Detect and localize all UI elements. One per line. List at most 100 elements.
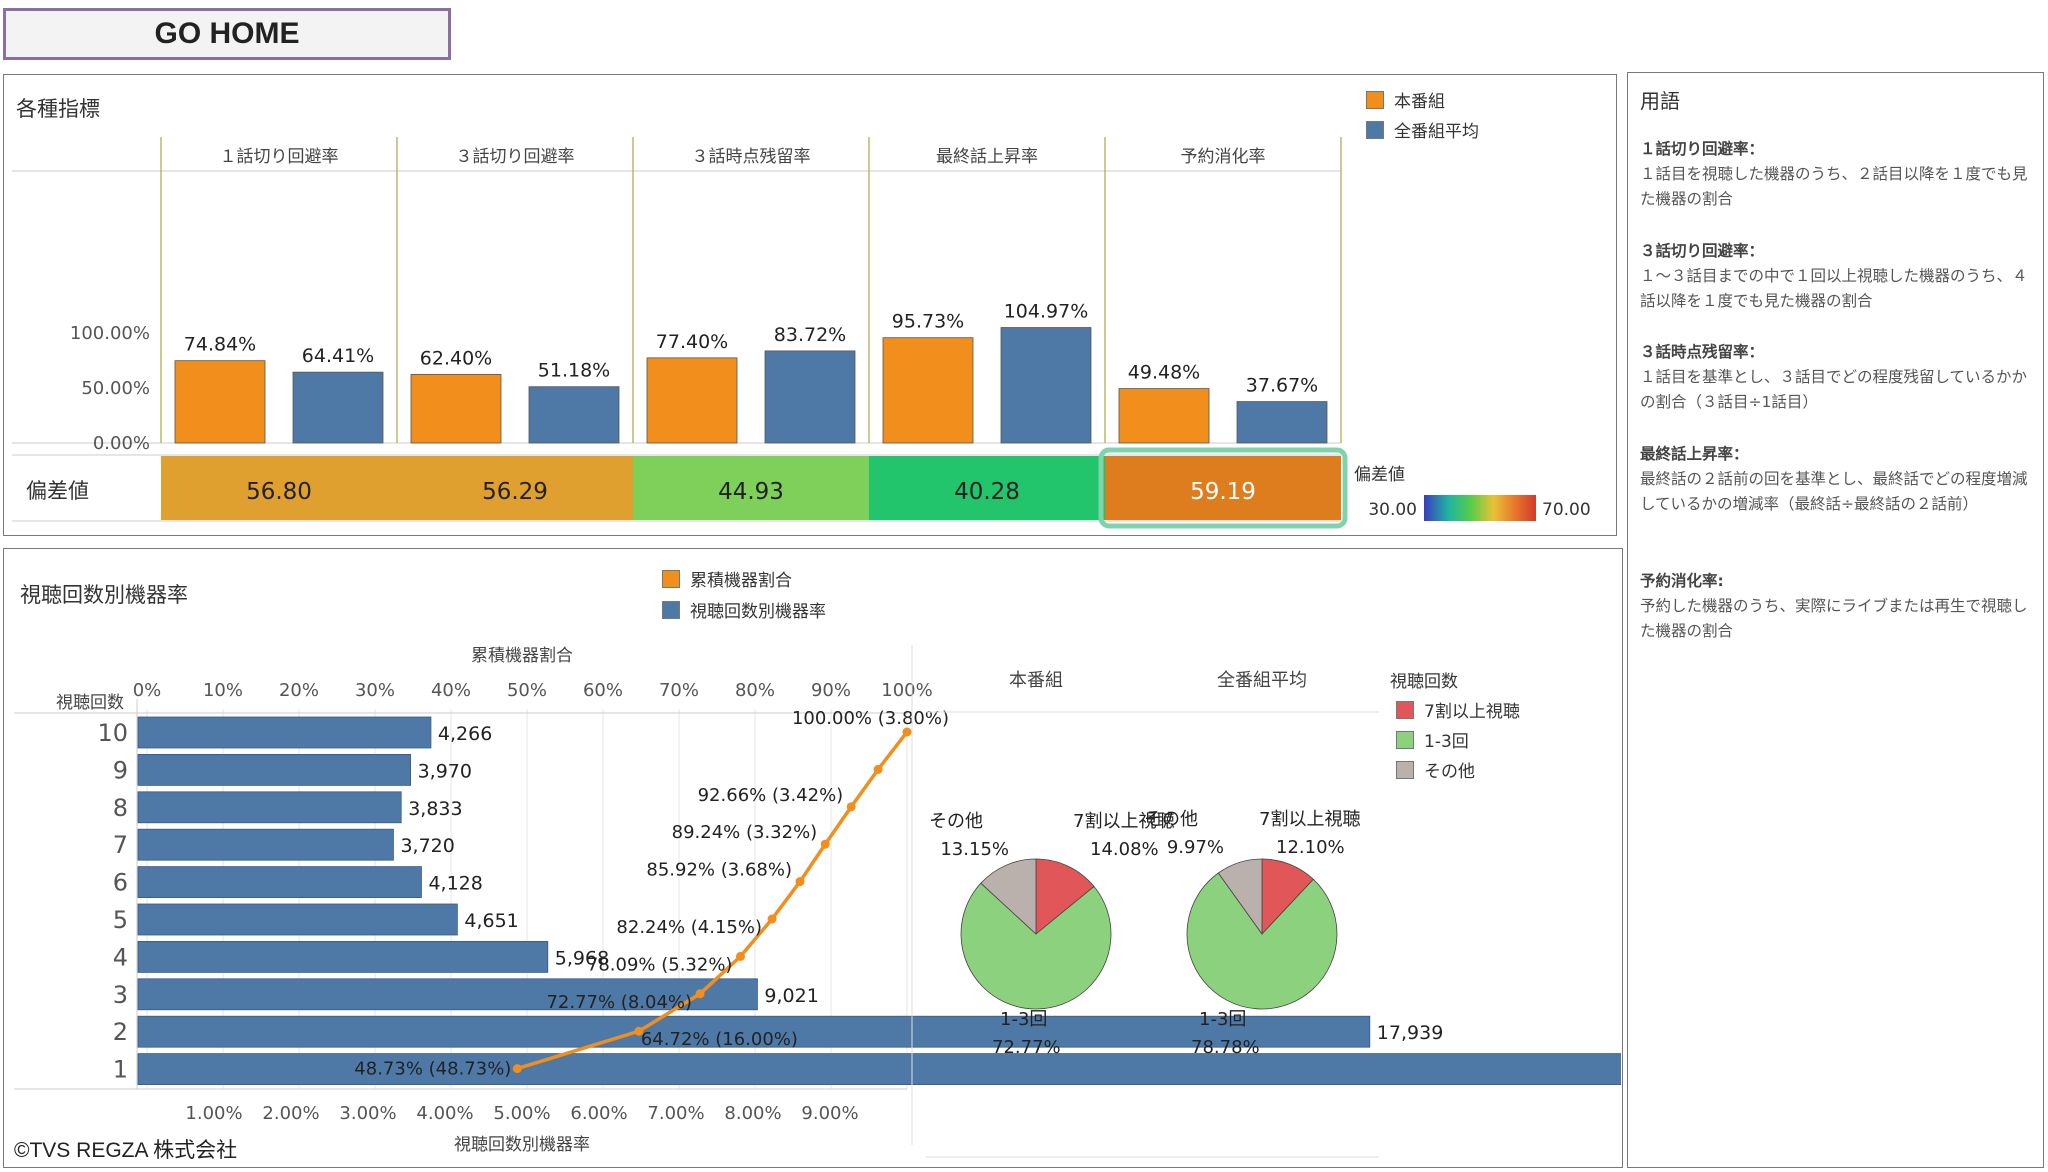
highlighted-deviation-outline [1098,447,1348,529]
deviation-cell [869,456,1105,520]
legend-label: 視聴回数別機器率 [690,602,826,622]
pie-slice [1217,858,1263,936]
y-tick-label: 100.00% [70,323,150,344]
pie-slice-name: 1-3回 [1000,1009,1047,1030]
pie-legend-title: 視聴回数 [1390,672,1458,692]
legend-item-device-rate[interactable]: 視聴回数別機器率 [662,597,826,622]
pie-slice-name: 7割以上視聴 [1259,809,1360,830]
top-axis-tick: 0% [133,680,162,701]
legend-label: 1-3回 [1424,732,1469,752]
cumulative-point-label: 82.24% (4.15%) [616,917,762,938]
cumulative-point-label: 72.77% (8.04%) [546,992,692,1013]
legend-swatch-orange [662,569,680,588]
copyright: ©TVS REGZA 株式会社 [14,1139,238,1162]
device-rate-bar [137,1053,1621,1086]
bottom-axis-tick: 9.00% [801,1103,858,1124]
cumulative-share-point [695,989,705,999]
term-description: １話目を視聴した機器のうち、２話目以降を１度でも見た機器の割合 [1640,165,2028,208]
legend-swatch-green [1396,730,1414,749]
pie-slice-name: 1-3回 [1199,1009,1246,1030]
term-name: １話切り回避率： [1640,140,1765,158]
pie-legend-item-other[interactable]: その他 [1396,757,1475,782]
row-axis-title: 視聴回数 [56,693,124,713]
legend-swatch-blue [1366,120,1384,139]
legend-swatch-orange [1366,90,1384,109]
views-panel: 視聴回数別機器率 累積機器割合 視聴回数別機器率 累積機器割合 0% 10% 20% 3… [3,548,1623,1168]
cumulative-point-label: 85.92% (3.68%) [646,860,792,881]
pie-slice-name: その他 [1144,809,1198,830]
top-axis-tick: 10% [203,680,243,701]
category-header: ３話切り回避率 [456,147,575,167]
top-axis-tick: 100% [881,680,932,701]
legend-label: 7割以上視聴 [1424,702,1520,722]
deviation-legend-max: 70.00 [1542,500,1591,520]
cumulative-share-point [846,802,856,812]
term-description: 最終話の２話前の回を基準とし、最終話でどの程度増減しているかの増減率（最終話÷最… [1640,470,2028,513]
cumulative-share-point [795,877,805,887]
bar-value-label: 104.97% [1004,301,1089,323]
bar-value-label: 49.48% [1128,362,1200,384]
row-category-label: 3 [113,981,128,1009]
legend-item-this-program[interactable]: 本番組 [1366,87,1445,112]
y-tick-label: 50.00% [81,378,150,399]
legend-item-cumulative-share[interactable]: 累積機器割合 [662,566,792,591]
deviation-value: 40.28 [954,479,1020,505]
bar-average [528,386,620,444]
device-count-label: 4,266 [438,723,492,745]
pie-title: 全番組平均 [1217,670,1307,691]
cumulative-share-point [512,1064,522,1074]
pie-slice-value: 13.15% [940,839,1009,860]
cumulative-share-point [634,1026,644,1036]
bar-value-label: 74.84% [184,334,256,356]
pie-legend-item-70pct[interactable]: 7割以上視聴 [1396,697,1520,722]
bar-average [1000,327,1092,444]
term-description: １話目を基準とし、３話目でどの程度残留しているかかの割合（３話目÷1話目） [1640,368,2028,411]
legend-label: 本番組 [1394,92,1445,112]
bar-value-label: 77.40% [656,331,728,353]
device-rate-bar [137,716,432,749]
device-rate-bar [137,828,394,861]
device-rate-bar [137,791,402,824]
pie-slice-name: その他 [929,811,983,832]
bar-this-program [646,357,738,444]
go-home-button[interactable]: GO HOME [3,8,451,60]
device-count-label: 9,021 [764,985,818,1007]
bottom-axis-tick: 2.00% [262,1103,319,1124]
row-category-label: 9 [113,756,128,784]
metrics-panel-title: 各種指標 [16,97,100,121]
deviation-legend-title: 偏差値 [1354,465,1405,485]
pie-slice-value: 9.97% [1167,837,1224,858]
pie-legend-item-1-3[interactable]: 1-3回 [1396,727,1469,752]
bar-average [292,371,384,444]
bar-value-label: 95.73% [892,311,964,333]
row-category-label: 5 [113,906,128,934]
device-count-label: 4,651 [464,910,518,932]
pie-slice [1035,858,1095,935]
bottom-axis-tick: 3.00% [339,1103,396,1124]
bar-average [1236,401,1328,444]
pie-slice-name: 7割以上視聴 [1073,811,1174,832]
category-header: 予約消化率 [1181,147,1266,167]
device-count-label: 3,970 [418,760,472,782]
bottom-axis-tick: 5.00% [493,1103,550,1124]
bottom-axis-tick: 8.00% [724,1103,781,1124]
device-count-label: 5,968 [555,947,609,969]
term-name: 最終話上昇率： [1640,445,1749,463]
views-panel-title: 視聴回数別機器率 [20,583,188,607]
deviation-value: 44.93 [718,479,784,505]
pie-title: 本番組 [1009,670,1063,691]
legend-item-all-programs-average[interactable]: 全番組平均 [1366,117,1479,142]
bar-value-label: 62.40% [420,347,492,369]
deviation-value: 56.29 [482,479,548,505]
metrics-bar-chart: 0.00% 50.00% 100.00% １話切り回避率 74.84% 64.41% ３話切… [12,137,1591,529]
device-rate-bar [137,866,422,899]
device-rate-bar [137,753,412,786]
top-axis-tick: 90% [811,680,851,701]
term-description: １〜３話目までの中で１回以上視聴した機器のうち、４話以降を１度でも見た機器の割合 [1640,267,2028,310]
bar-this-program [410,373,502,444]
deviation-cell [1105,456,1341,520]
cumulative-share-point [735,951,745,961]
device-rate-bar [137,940,549,973]
cumulative-share-point [902,727,912,737]
top-axis-tick: 40% [431,680,471,701]
